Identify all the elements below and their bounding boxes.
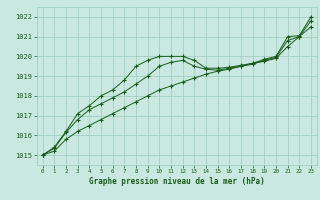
- X-axis label: Graphe pression niveau de la mer (hPa): Graphe pression niveau de la mer (hPa): [89, 177, 265, 186]
